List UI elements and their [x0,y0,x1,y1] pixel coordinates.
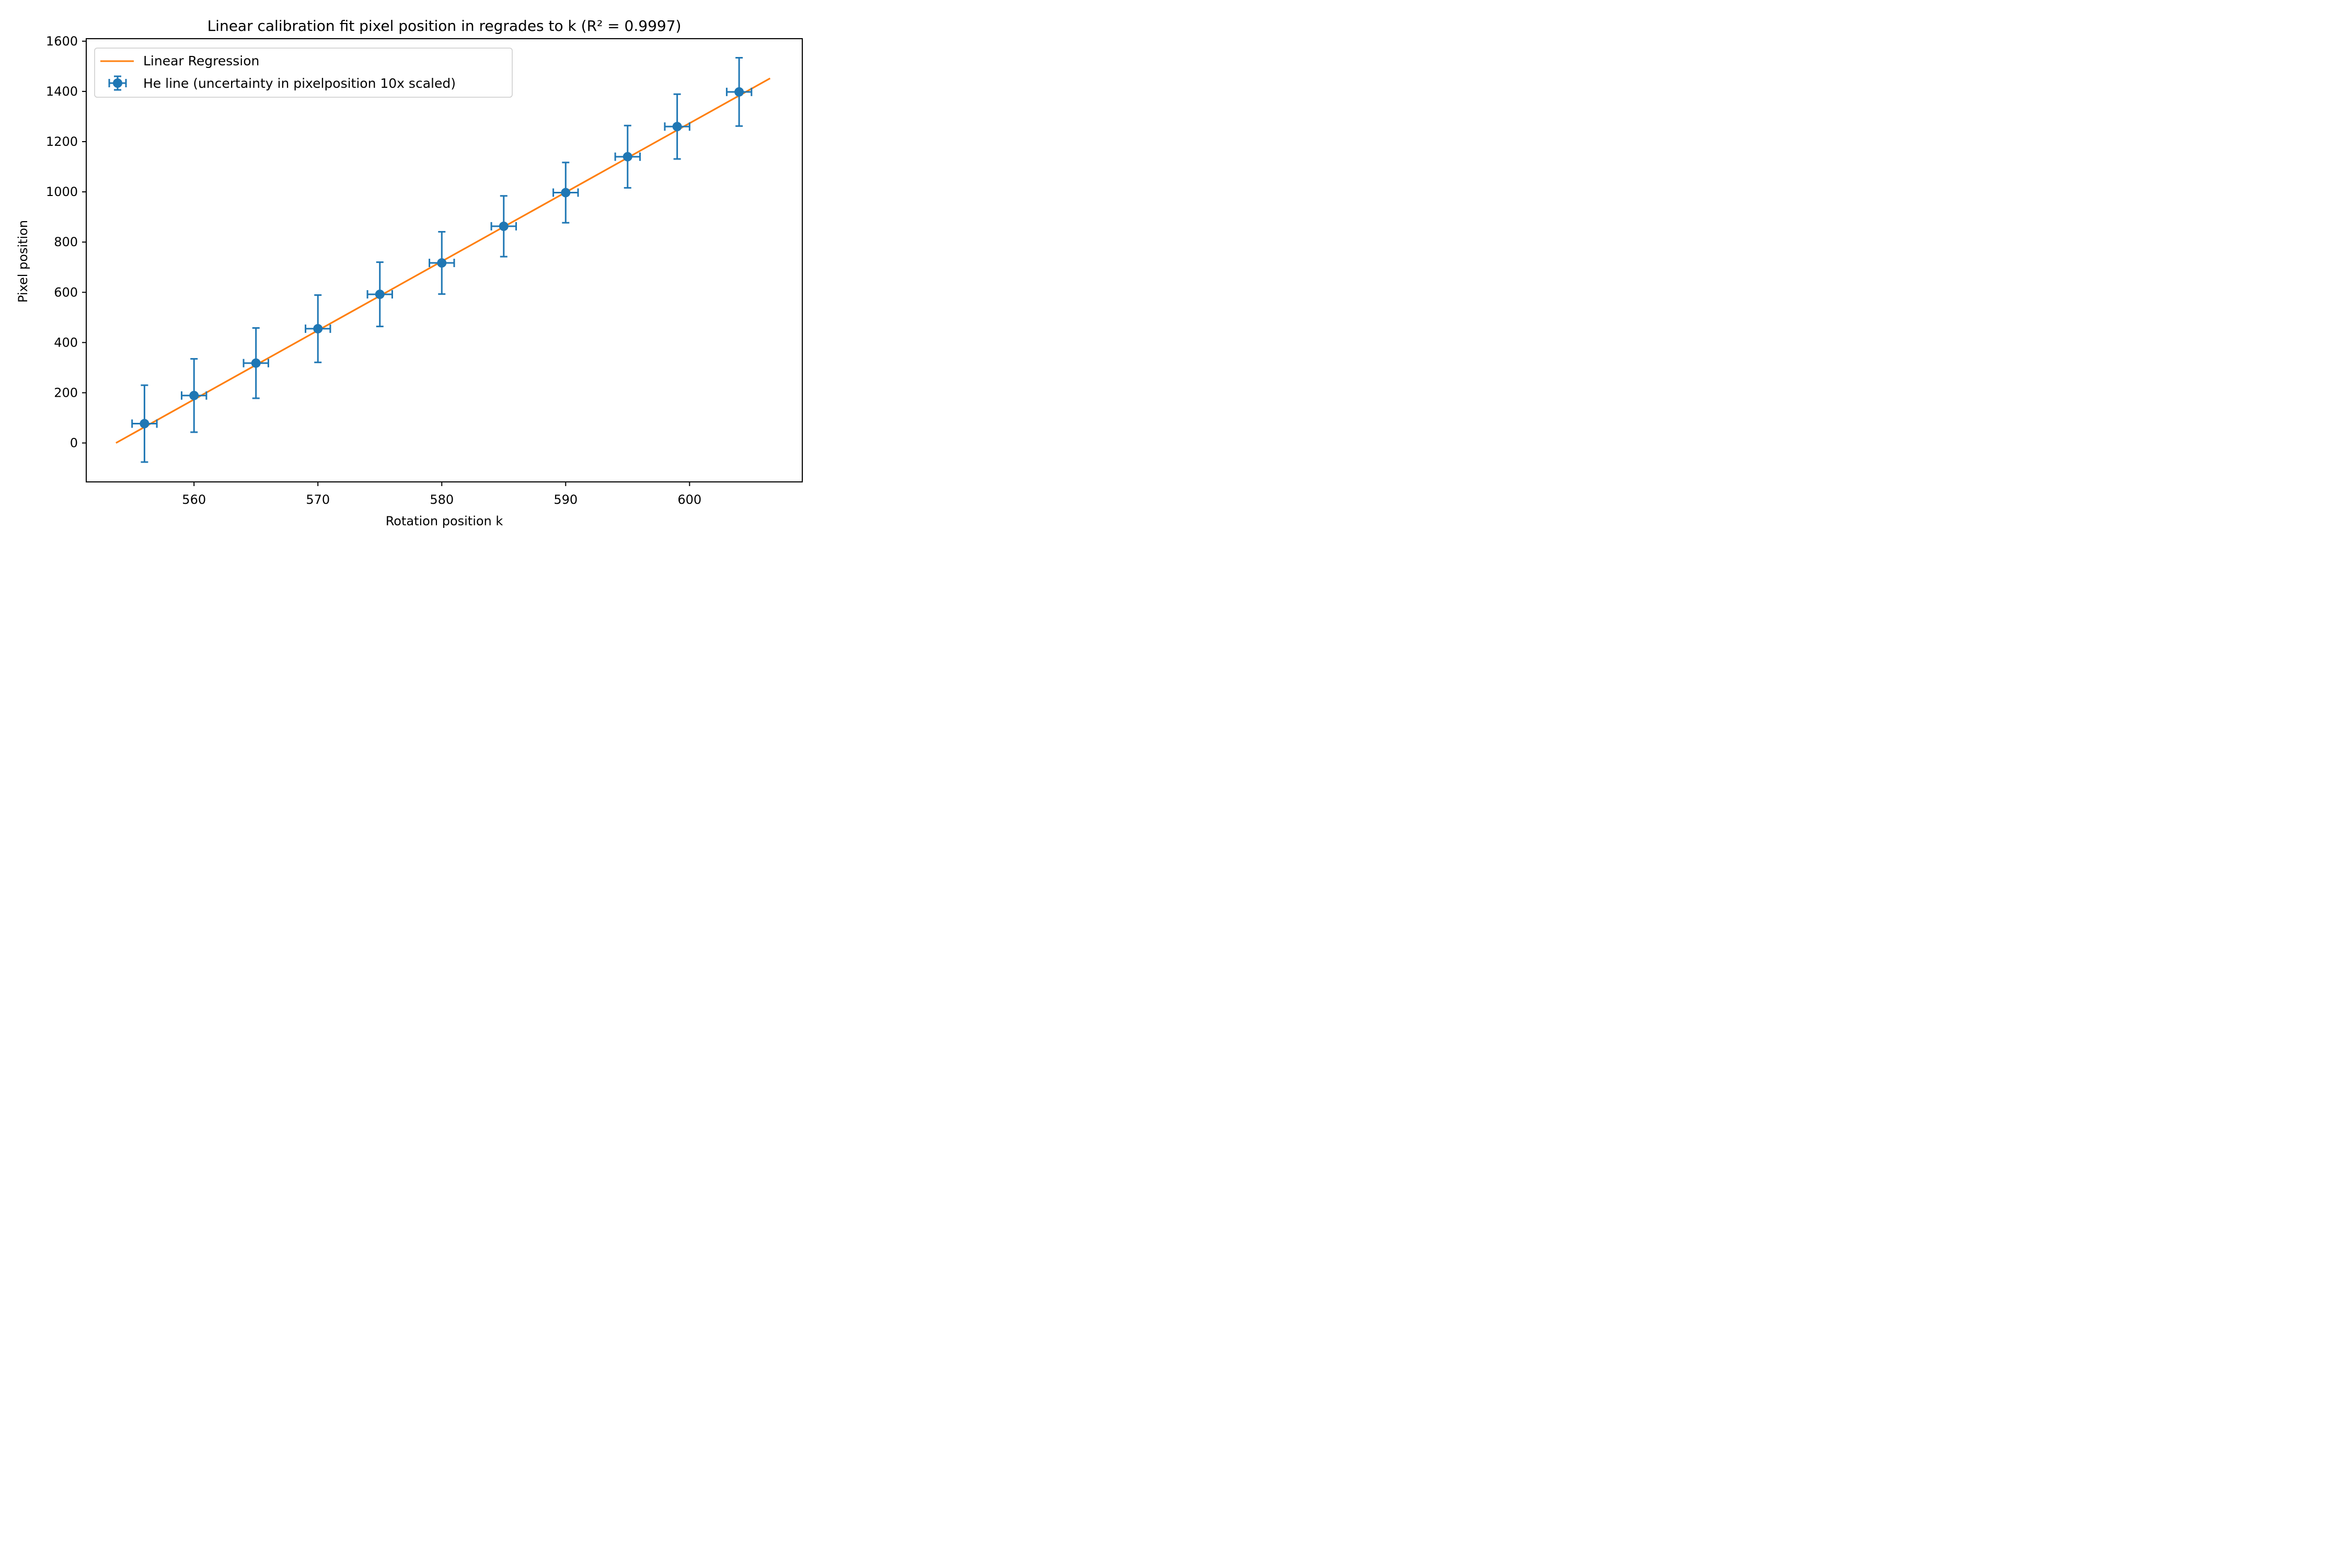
y-tick-label: 1200 [46,134,78,149]
axis-ticks: 560 570 580 590 600 0 200 400 600 800 1000 1200 1400… [46,34,701,507]
data-marker [561,188,571,198]
data-point [552,162,579,224]
y-tick-label: 600 [54,285,78,299]
plot-area [116,57,771,463]
chart-container: Linear calibration fit pixel position in… [0,0,815,544]
data-point [664,93,690,160]
x-tick-label: 600 [677,492,701,507]
y-tick-label: 0 [70,436,78,451]
legend: Linear Regression He line (uncertainty i… [94,48,513,98]
x-tick-label: 560 [182,492,206,507]
y-tick-label: 200 [54,385,78,400]
y-tick-label: 1600 [46,34,78,49]
data-marker [375,290,385,299]
data-point [131,384,158,463]
data-point [181,358,207,433]
y-tick-label: 800 [54,235,78,249]
data-marker [734,87,744,97]
data-marker [189,390,199,400]
legend-label-he-line: He line (uncertainty in pixelposition 10… [143,76,456,91]
plot-frame [86,38,803,482]
chart-svg: Linear calibration fit pixel position in… [0,0,815,544]
data-marker [672,122,682,132]
x-tick-label: 590 [554,492,578,507]
data-point [243,327,269,399]
x-tick-label: 580 [430,492,454,507]
legend-box [94,48,513,98]
data-marker [140,419,149,429]
y-axis-label: Pixel position [16,220,30,303]
data-marker [251,358,261,368]
data-point [429,230,455,295]
chart-title: Linear calibration fit pixel position in… [207,17,682,34]
data-point [490,195,517,258]
data-point [366,261,393,328]
data-point [614,124,641,189]
y-tick-label: 1000 [46,185,78,199]
data-point [305,294,331,363]
data-marker [313,324,323,333]
x-axis-label: Rotation position k [386,514,503,528]
legend-label-regression: Linear Regression [143,53,259,68]
y-tick-label: 400 [54,335,78,350]
data-marker [437,258,447,268]
y-tick-label: 1400 [46,84,78,99]
data-marker [622,152,632,162]
x-tick-label: 570 [306,492,330,507]
data-point [725,57,753,127]
legend-errorbar-swatch [108,75,127,91]
data-marker [499,221,509,231]
